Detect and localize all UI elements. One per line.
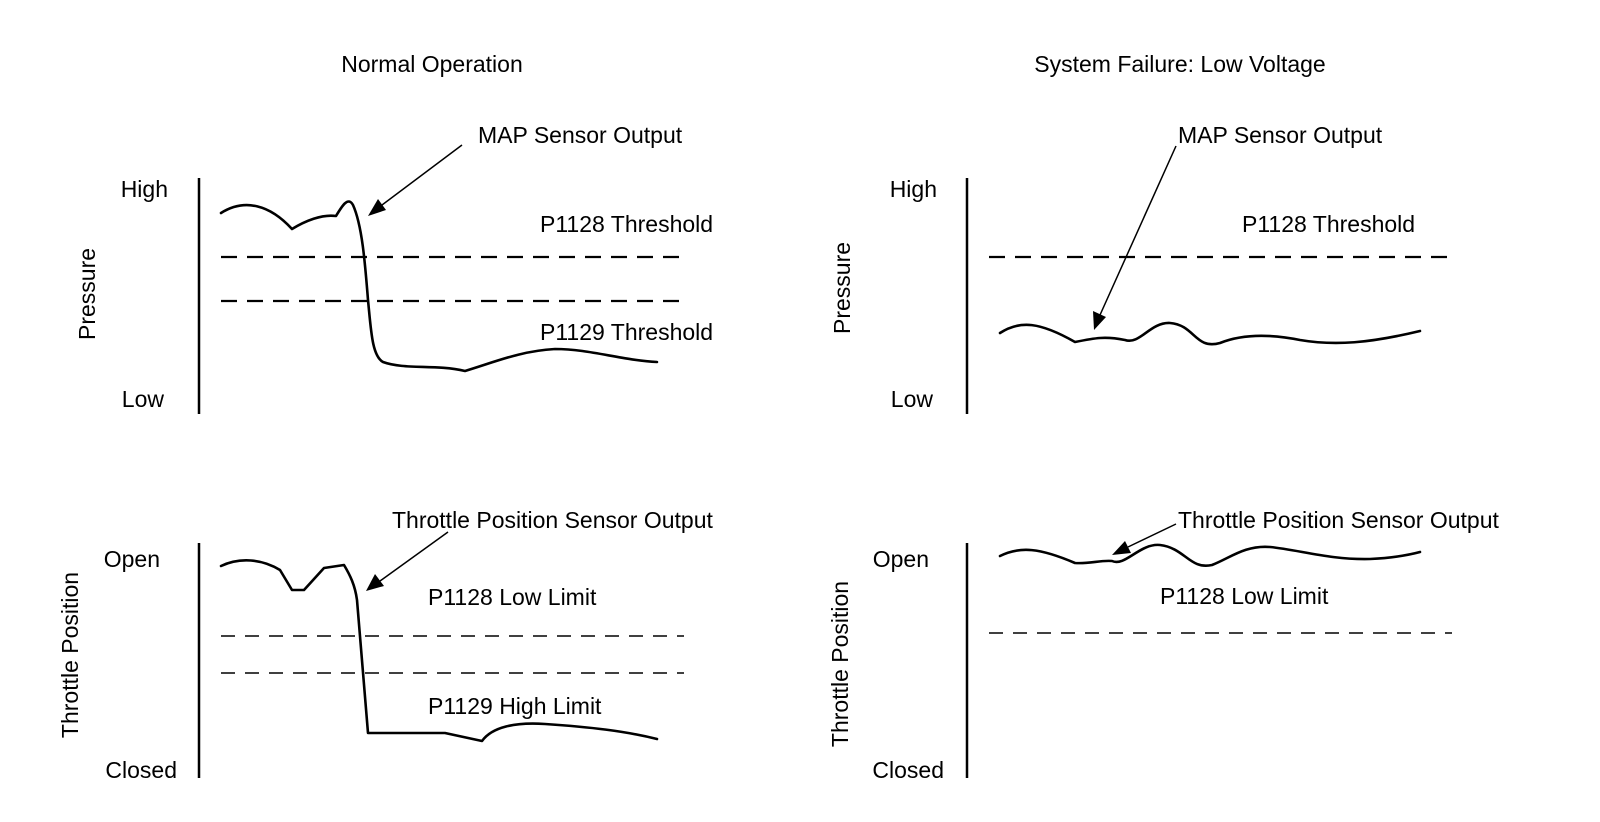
p1128-threshold-label: P1128 Threshold [1242,211,1415,237]
map-sensor-output-label: MAP Sensor Output [1178,122,1383,148]
map-sensor-pointer [1099,145,1177,316]
column-title-normal: Normal Operation [341,51,523,77]
p1128-low-limit-label: P1128 Low Limit [428,584,597,610]
p1129-high-limit-label: P1129 High Limit [428,693,602,719]
failure-pressure-panel: High Low Pressure P1128 Threshold MAP Se… [829,122,1452,414]
throttle-sensor-pointer [1127,523,1177,548]
axis-open-label: Open [104,546,160,572]
throttle-sensor-output-label: Throttle Position Sensor Output [392,507,713,533]
normal-pressure-panel: High Low Pressure P1128 Threshold P1129 … [74,122,713,414]
p1129-threshold-label: P1129 Threshold [540,319,713,345]
failure-throttle-panel: Open Closed Throttle Position P1128 Low … [827,507,1499,783]
pointer-arrowhead [1093,311,1106,330]
axis-high-label: High [121,176,168,202]
axis-low-label: Low [122,386,165,412]
y-axis-label: Throttle Position [827,581,853,747]
axis-closed-label: Closed [105,757,177,783]
map-sensor-output-curve [219,200,659,373]
throttle-sensor-pointer [379,531,449,582]
y-axis-label: Pressure [74,248,100,340]
map-sensor-output-curve [998,321,1422,346]
p1128-threshold-label: P1128 Threshold [540,211,713,237]
map-sensor-output-label: MAP Sensor Output [478,122,683,148]
y-axis-label: Pressure [829,242,855,334]
throttle-sensor-output-curve [998,543,1422,568]
column-title-failure: System Failure: Low Voltage [1034,51,1325,77]
axis-high-label: High [890,176,937,202]
normal-throttle-panel: Open Closed Throttle Position P1128 Low … [57,507,713,783]
y-axis-label: Throttle Position [57,572,83,738]
throttle-sensor-output-curve [219,559,659,743]
p1128-low-limit-label: P1128 Low Limit [1160,583,1329,609]
axis-open-label: Open [873,546,929,572]
pointer-arrowhead [368,199,386,216]
axis-low-label: Low [891,386,934,412]
pointer-arrowhead [1112,541,1131,555]
pointer-arrowhead [366,574,384,591]
axis-closed-label: Closed [872,757,944,783]
throttle-sensor-output-label: Throttle Position Sensor Output [1178,507,1499,533]
map-sensor-pointer [381,144,463,206]
